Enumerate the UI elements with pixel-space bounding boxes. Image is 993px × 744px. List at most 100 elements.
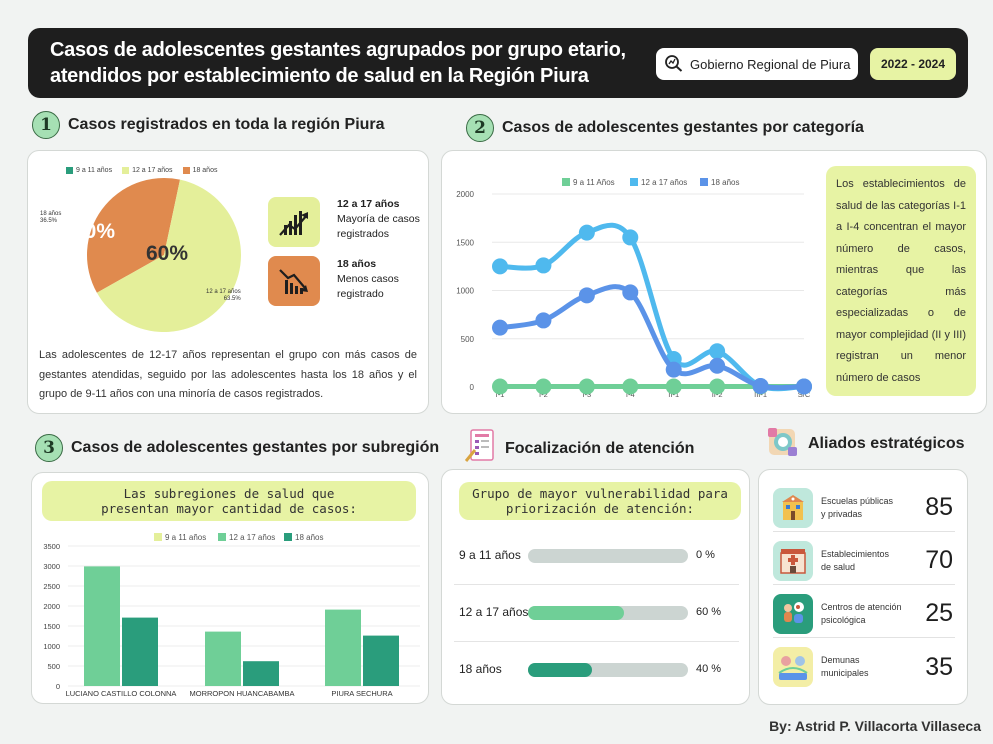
section-1-title: 1 Casos registrados en toda la región Pi… <box>32 111 385 139</box>
legend-item: 12 a 17 años <box>122 167 173 174</box>
allies-icon <box>766 424 800 463</box>
legend-label: 12 a 17 años <box>229 533 275 542</box>
data-point <box>492 319 508 336</box>
legend-swatch <box>218 533 226 541</box>
demuna-icon <box>773 647 813 687</box>
legend-label: 18 años <box>295 533 323 542</box>
y-tick-label: 2000 <box>43 602 60 611</box>
author-credit: By: Astrid P. Villacorta Villaseca <box>769 718 981 734</box>
ally-label: Demunas municipales <box>821 655 869 678</box>
data-point <box>535 312 552 329</box>
ally-count: 70 <box>925 546 953 574</box>
y-tick-label: 2000 <box>456 190 474 199</box>
bar <box>325 609 361 686</box>
divider <box>454 641 739 642</box>
y-tick-label: 1000 <box>456 287 474 296</box>
data-point <box>665 378 682 395</box>
ally-row-demunas: Demunas municipales 35 <box>773 643 955 691</box>
stat-1: 12 a 17 años Mayoría de casos registrado… <box>337 198 420 240</box>
pie-label-b: 60% <box>146 242 189 265</box>
pie-outer-label-a: 18 años 36.5% <box>40 211 62 224</box>
data-point <box>578 287 595 304</box>
focus-bar-track <box>528 663 688 677</box>
section-2-callout: Los establecimientos de salud de las cat… <box>826 166 976 396</box>
section-3-title: 3 Casos de adolescentes gestantes por su… <box>35 434 439 462</box>
legend-item: 9 a 11 años <box>66 167 112 174</box>
allies-card: Escuelas públicas y privadas 85 Estableci… <box>758 469 968 705</box>
bar <box>84 566 120 686</box>
legend-label: 9 a 11 Años <box>573 178 615 187</box>
hospital-icon <box>773 540 813 581</box>
section-1-card: 9 a 11 años 12 a 17 años 18 años 40% 60%… <box>27 150 429 414</box>
pie-slice-18 <box>87 178 181 293</box>
data-point <box>709 357 726 374</box>
data-point <box>796 378 812 395</box>
focus-row-label: 9 a 11 años <box>459 548 521 562</box>
section-2-card: 0500100015002000I-1I-2I-3I-4II-1II-2III-… <box>441 150 987 414</box>
legend-swatch <box>284 533 292 541</box>
ally-label: Establecimientos de salud <box>821 548 890 572</box>
legend-swatch <box>630 178 638 186</box>
data-point <box>535 257 552 274</box>
y-tick-label: 500 <box>461 335 475 344</box>
pie-chart <box>87 178 241 332</box>
bar <box>205 631 241 686</box>
y-tick-label: 1000 <box>43 642 60 651</box>
y-tick-label: 1500 <box>43 622 60 631</box>
legend-swatch <box>154 533 162 541</box>
data-point <box>622 229 639 246</box>
section-3-banner: Las subregiones de salud que presentan m… <box>42 481 416 521</box>
data-point <box>709 343 726 360</box>
ally-row-schools: Escuelas públicas y privadas 85 <box>773 484 955 532</box>
y-tick-label: 0 <box>470 383 475 392</box>
legend-item: 18 años <box>182 167 217 174</box>
survey-icon <box>464 428 497 469</box>
section-number-badge: 1 <box>32 111 60 139</box>
section-number-badge: 3 <box>35 434 63 462</box>
search-chart-icon <box>664 53 684 76</box>
allies-title: Aliados estratégicos <box>766 424 965 463</box>
divider <box>454 584 739 585</box>
focus-bar-track <box>528 549 688 563</box>
bar <box>122 617 158 686</box>
legend-label: 9 a 11 años <box>165 533 206 542</box>
legend-label: 12 a 17 años <box>641 178 687 187</box>
ally-label: Centros de atención psicológica <box>821 601 902 625</box>
bar <box>363 635 399 686</box>
bar <box>243 661 279 686</box>
data-point <box>622 378 639 395</box>
page-title: Casos de adolescentes gestantes agrupado… <box>50 39 626 87</box>
section-1-paragraph: Las adolescentes de 12-17 años represent… <box>39 349 417 400</box>
data-point <box>578 378 595 395</box>
section-2-title: 2 Casos de adolescentes gestantes por ca… <box>466 114 864 142</box>
x-tick-label: MORROPON HUANCABAMBA <box>189 689 294 698</box>
ally-row-psychology: Centros de atención psicológica 25 <box>773 590 955 638</box>
focus-title: Focalización de atención <box>464 428 694 469</box>
data-point <box>665 361 682 378</box>
data-point <box>709 378 726 395</box>
y-tick-label: 3500 <box>43 542 60 551</box>
x-tick-label: LUCIANO CASTILLO COLONNA <box>66 689 177 698</box>
pie-legend: 9 a 11 años 12 a 17 años 18 años <box>66 167 217 174</box>
data-point <box>535 378 552 395</box>
focus-row-label: 18 años <box>459 662 502 676</box>
y-tick-label: 1500 <box>456 238 474 247</box>
focus-bar-track <box>528 606 688 620</box>
trend-down-icon <box>268 256 320 306</box>
focus-bar-fill <box>528 663 592 677</box>
legend-label: 18 años <box>711 178 739 187</box>
data-point <box>578 224 595 241</box>
focus-row-pct: 60 % <box>696 606 722 618</box>
focus-row-pct: 40 % <box>696 663 722 675</box>
trend-up-icon <box>268 197 320 247</box>
line-chart: 0500100015002000I-1I-2I-3I-4II-1II-2III-… <box>456 178 812 399</box>
data-point <box>752 378 769 395</box>
pie-label-a: 40% <box>73 220 116 243</box>
bar-chart: 0 500 1000 1500 2000 2500 3000 3500 9 a 11 años 1… <box>43 533 420 698</box>
pie-slice-12-17 <box>96 179 241 332</box>
data-point <box>622 284 639 301</box>
school-icon <box>773 487 813 528</box>
year-badge: 2022 - 2024 <box>870 48 956 80</box>
y-tick-label: 0 <box>56 682 60 691</box>
y-tick-label: 500 <box>47 662 60 671</box>
